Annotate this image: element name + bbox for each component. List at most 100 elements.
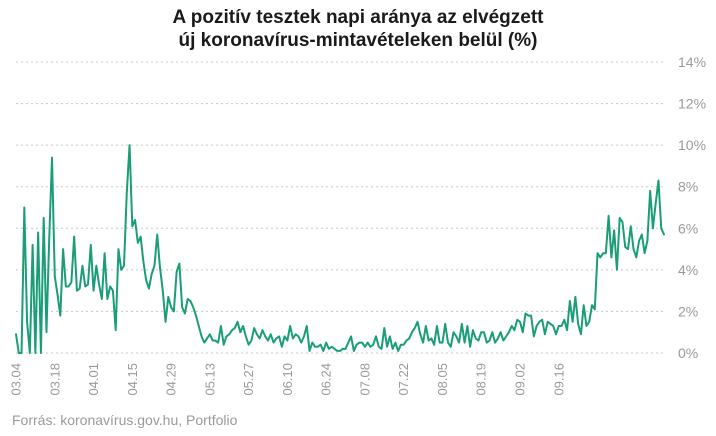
x-tick-label: 06.24 bbox=[319, 363, 334, 396]
data-point bbox=[217, 341, 220, 344]
data-point bbox=[369, 345, 372, 348]
data-point bbox=[585, 324, 588, 327]
data-point bbox=[582, 304, 585, 307]
data-point bbox=[289, 324, 292, 327]
data-point bbox=[621, 221, 624, 224]
data-point bbox=[153, 264, 156, 267]
data-point bbox=[242, 324, 245, 327]
data-point bbox=[45, 331, 48, 334]
data-point bbox=[123, 264, 126, 267]
y-tick-label: 12% bbox=[678, 96, 706, 112]
data-point bbox=[267, 339, 270, 342]
data-point bbox=[383, 327, 386, 330]
data-point bbox=[23, 206, 26, 209]
data-point bbox=[557, 324, 560, 327]
data-point bbox=[20, 352, 23, 355]
data-point bbox=[186, 297, 189, 300]
data-point bbox=[89, 243, 92, 246]
data-point bbox=[120, 268, 123, 271]
data-point bbox=[347, 341, 350, 344]
data-point bbox=[244, 335, 247, 338]
data-point bbox=[70, 281, 73, 284]
data-point bbox=[568, 300, 571, 303]
data-point bbox=[314, 345, 317, 348]
data-point bbox=[541, 318, 544, 321]
chart-title-line-2: új koronavírus-mintavételeken belül (%) bbox=[178, 30, 538, 51]
data-point bbox=[15, 333, 18, 336]
y-tick-label: 4% bbox=[678, 262, 698, 278]
data-point bbox=[159, 266, 162, 269]
data-point bbox=[192, 306, 195, 309]
data-point bbox=[139, 235, 142, 238]
x-tick-label: 07.08 bbox=[357, 363, 372, 396]
data-point bbox=[350, 335, 353, 338]
data-point bbox=[225, 335, 228, 338]
data-point bbox=[178, 262, 181, 265]
data-point bbox=[294, 333, 297, 336]
data-point bbox=[424, 324, 427, 327]
data-point bbox=[663, 233, 666, 236]
data-point bbox=[391, 347, 394, 350]
data-point bbox=[535, 324, 538, 327]
data-point bbox=[488, 339, 491, 342]
data-point bbox=[175, 270, 178, 273]
data-point bbox=[660, 227, 663, 230]
data-point bbox=[460, 322, 463, 325]
x-tick-label: 04.01 bbox=[86, 363, 101, 396]
data-point bbox=[638, 239, 641, 242]
data-point bbox=[615, 268, 618, 271]
data-point bbox=[408, 337, 411, 340]
data-point bbox=[100, 297, 103, 300]
data-point bbox=[84, 285, 87, 288]
data-point bbox=[327, 347, 330, 350]
data-point bbox=[250, 339, 253, 342]
data-point bbox=[430, 337, 433, 340]
data-point bbox=[524, 312, 527, 315]
data-point bbox=[78, 287, 81, 290]
data-point bbox=[496, 337, 499, 340]
data-point bbox=[117, 248, 120, 251]
data-point bbox=[416, 320, 419, 323]
data-point bbox=[81, 264, 84, 267]
data-point bbox=[145, 279, 148, 282]
data-point bbox=[286, 339, 289, 342]
data-point bbox=[278, 335, 281, 338]
data-point bbox=[261, 329, 264, 332]
data-point bbox=[471, 329, 474, 332]
data-point bbox=[156, 233, 159, 236]
data-point bbox=[264, 335, 267, 338]
data-point bbox=[67, 285, 70, 288]
x-tick-label: 03.04 bbox=[9, 363, 24, 396]
data-point bbox=[635, 256, 638, 259]
data-point bbox=[538, 320, 541, 323]
data-point bbox=[502, 339, 505, 342]
data-point bbox=[519, 320, 522, 323]
data-point bbox=[441, 341, 444, 344]
data-point bbox=[128, 144, 131, 147]
data-point bbox=[87, 283, 90, 286]
x-tick-label: 04.15 bbox=[125, 363, 140, 396]
data-point bbox=[297, 335, 300, 338]
data-point bbox=[399, 343, 402, 346]
y-axis-tick-labels: 0% 2% 4% 6% 8% 10% 12% 14% bbox=[678, 54, 706, 361]
data-point bbox=[322, 349, 325, 352]
x-tick-label: 05.13 bbox=[202, 363, 217, 396]
data-point bbox=[477, 339, 480, 342]
x-tick-label: 09.16 bbox=[551, 363, 566, 396]
data-point bbox=[111, 289, 114, 292]
data-point bbox=[640, 233, 643, 236]
data-point bbox=[402, 343, 405, 346]
data-point bbox=[363, 345, 366, 348]
data-point bbox=[34, 352, 37, 355]
x-tick-label: 03.18 bbox=[47, 363, 62, 396]
x-tick-label: 04.29 bbox=[164, 363, 179, 396]
data-point bbox=[339, 349, 342, 352]
x-tick-label: 06.10 bbox=[280, 363, 295, 396]
data-point bbox=[494, 341, 497, 344]
data-point bbox=[386, 345, 389, 348]
data-point bbox=[341, 347, 344, 350]
data-point bbox=[555, 333, 558, 336]
data-point bbox=[311, 341, 314, 344]
data-point bbox=[607, 214, 610, 217]
data-point bbox=[26, 320, 29, 323]
